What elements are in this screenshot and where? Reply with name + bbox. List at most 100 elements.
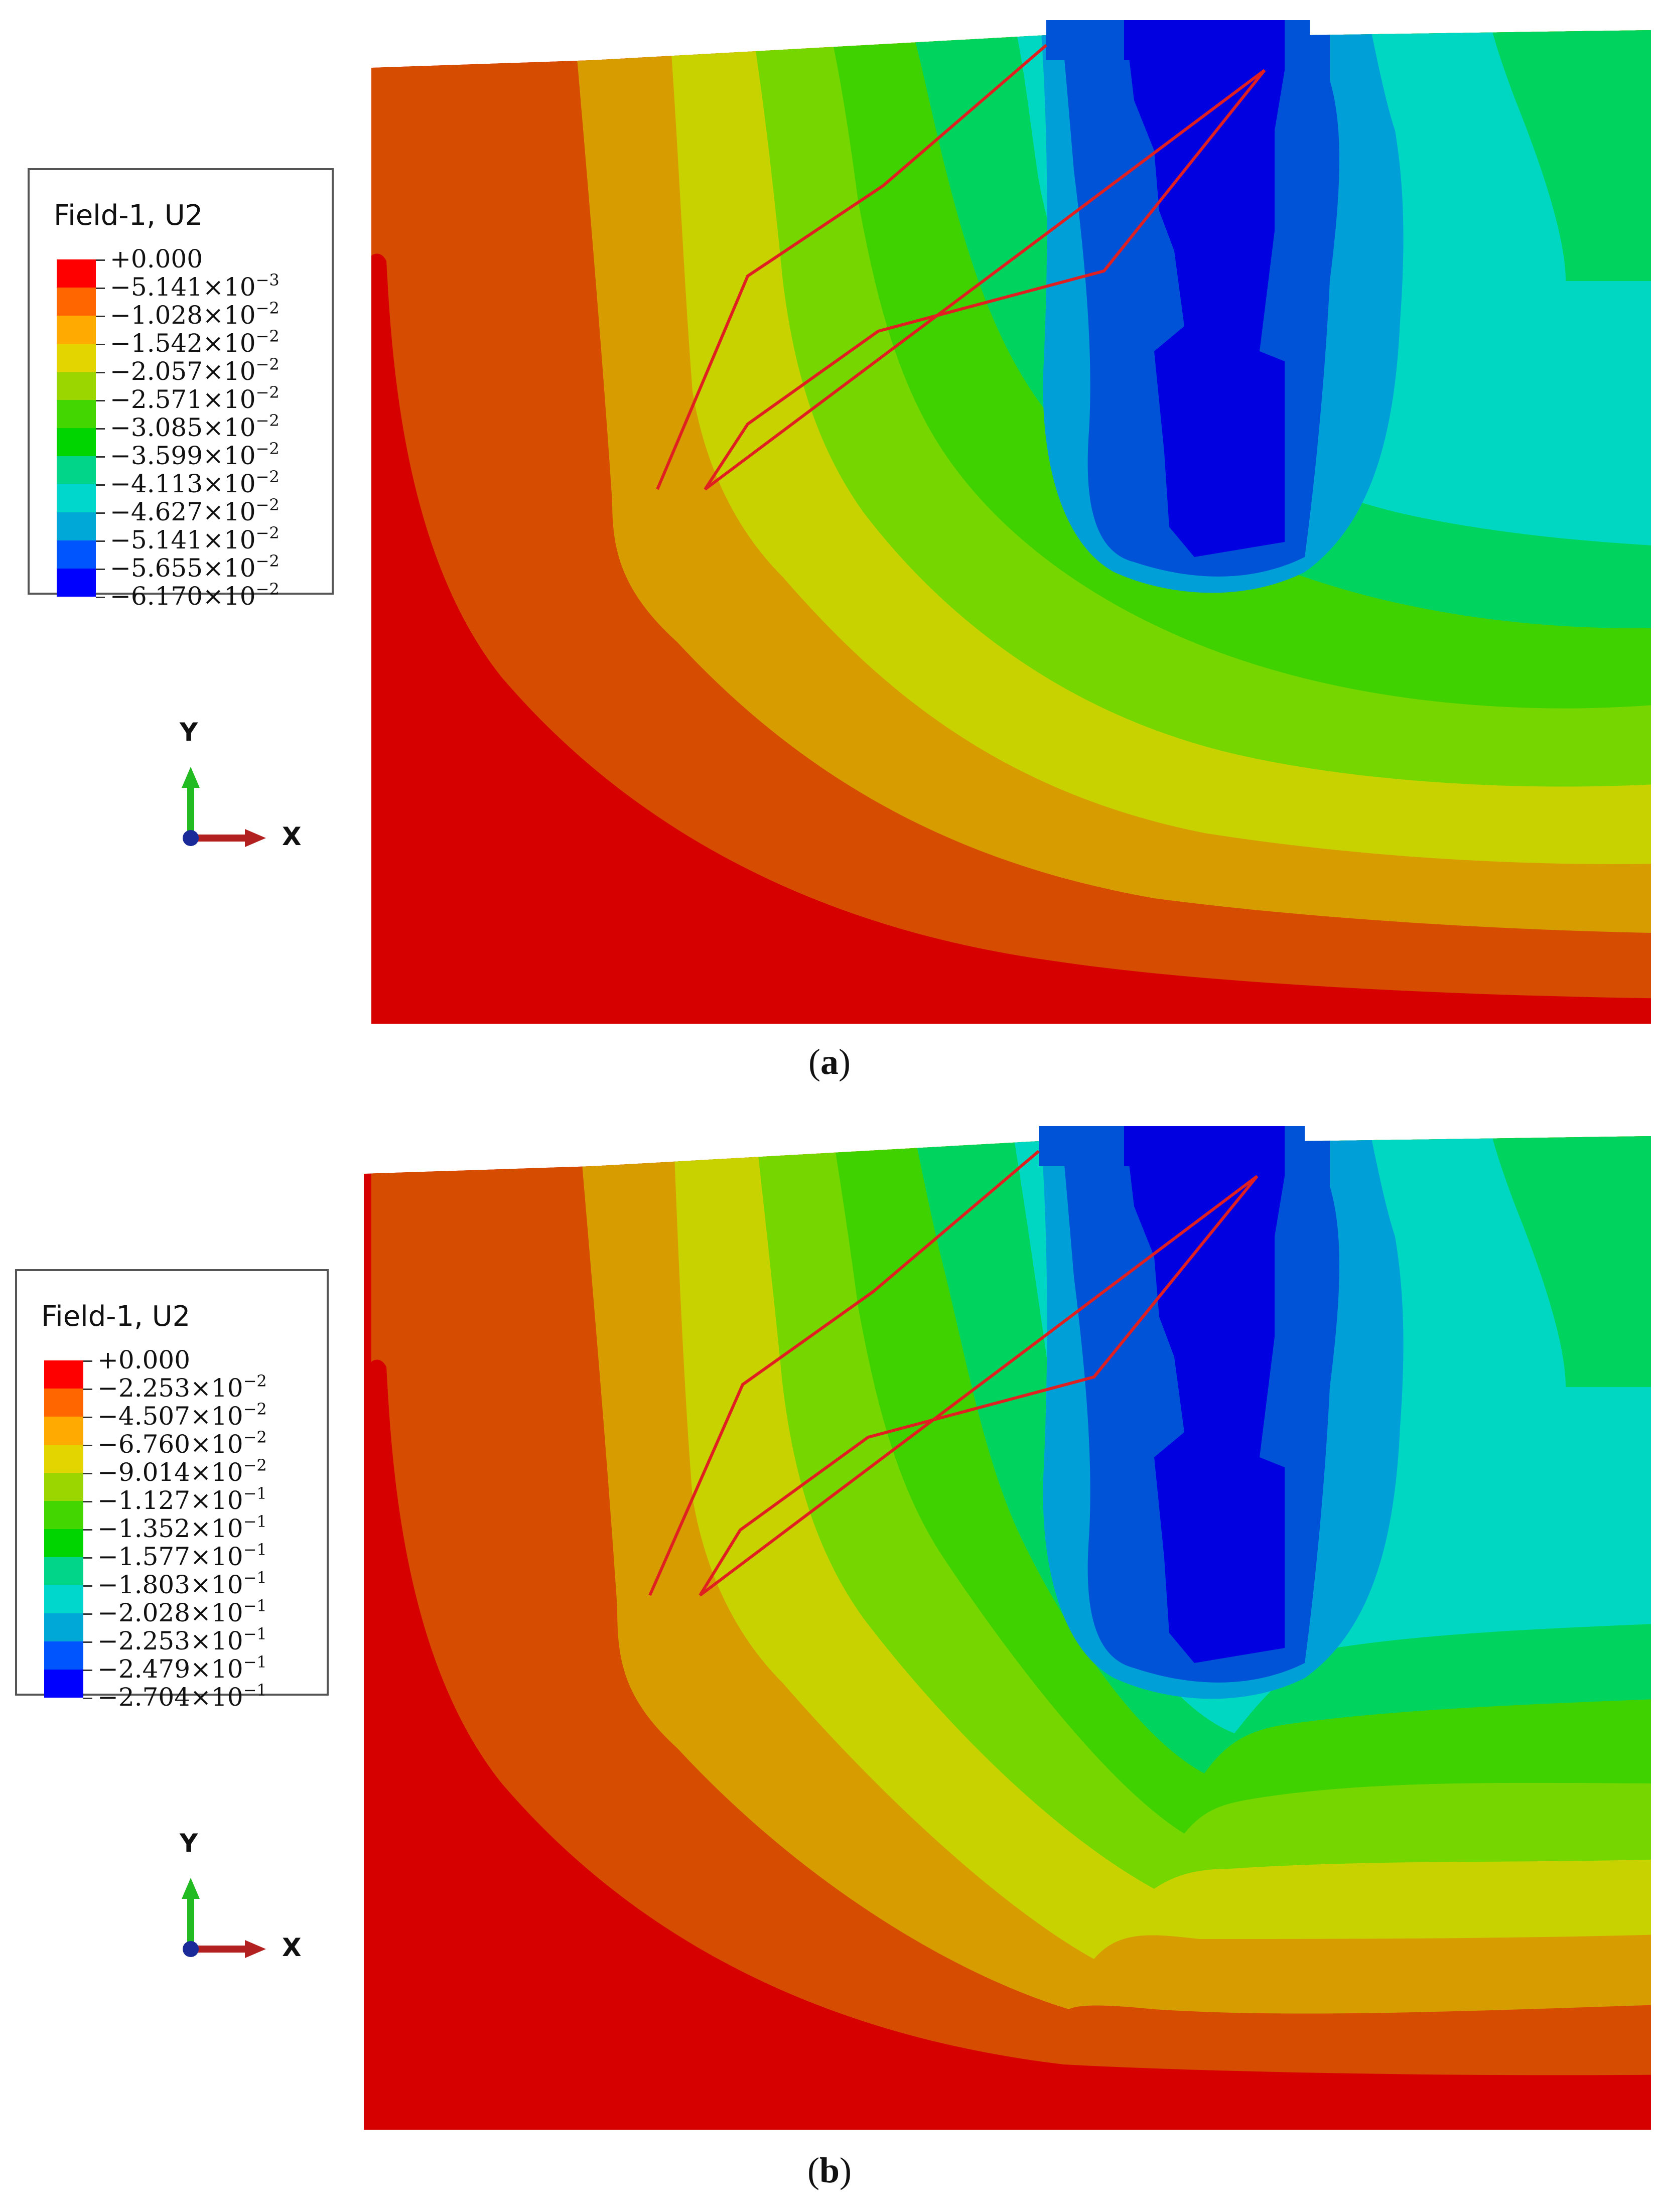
- legend-value: −2.253×10−2: [97, 1371, 267, 1403]
- legend-value: −2.571×10−2: [110, 383, 280, 414]
- legend-value: −1.577×10−1: [97, 1540, 267, 1571]
- triad-arrows: [182, 767, 266, 847]
- legend-value-mantissa: −2.571×10: [110, 385, 256, 414]
- legend-value-mantissa: −4.627×10: [110, 497, 256, 526]
- legend-value-mantissa: −1.803×10: [97, 1570, 243, 1599]
- legend-tick: [96, 428, 105, 430]
- legend-tick: [96, 456, 105, 458]
- legend-value-mantissa: −2.253×10: [97, 1373, 243, 1403]
- legend-value-exponent: −3: [255, 270, 280, 290]
- axis-label-x: X: [282, 822, 302, 851]
- legend-swatch: [57, 540, 96, 569]
- legend-value-exponent: −2: [243, 1400, 267, 1419]
- legend-swatch: [57, 456, 96, 484]
- legend-value-mantissa: −3.599×10: [110, 441, 256, 470]
- legend-value-exponent: −1: [243, 1624, 267, 1643]
- legend-tick: [83, 1641, 92, 1643]
- legend-value-exponent: −2: [255, 327, 280, 346]
- legend-value: −5.141×10−3: [110, 270, 280, 301]
- legend-swatch: [57, 484, 96, 512]
- legend-tick: [96, 259, 105, 261]
- legend-swatch: [44, 1585, 83, 1613]
- legend-value-exponent: −2: [255, 495, 280, 514]
- legend-value-mantissa: −2.028×10: [97, 1598, 243, 1627]
- legend-value: −4.507×10−2: [97, 1400, 267, 1430]
- legend-tick: [83, 1585, 92, 1587]
- legend-swatch: [44, 1613, 83, 1641]
- legend-tick: [83, 1445, 92, 1446]
- legend-swatch: [44, 1557, 83, 1585]
- panel-b: Field-1, U2 +0.000 −2.253×10−2 −4.507×10−2…: [0, 1106, 1659, 2212]
- legend-value: −4.113×10−2: [110, 467, 280, 498]
- legend-swatch: [57, 428, 96, 456]
- band-10: [1124, 20, 1285, 557]
- legend-tick: [96, 372, 105, 373]
- legend-value: −5.655×10−2: [110, 553, 280, 583]
- legend-value-exponent: −2: [255, 439, 280, 458]
- slope-outline: [648, 1150, 1259, 1597]
- legend-tick: [83, 1698, 92, 1699]
- legend-swatch: [57, 569, 96, 597]
- legend-value-exponent: −1: [243, 1568, 267, 1587]
- legend-value-mantissa: −2.057×10: [110, 357, 256, 386]
- legend-value-exponent: −2: [255, 411, 280, 430]
- legend-value: −6.760×10−2: [97, 1428, 267, 1459]
- legend-value-exponent: −2: [243, 1456, 267, 1475]
- legend-value-exponent: −1: [243, 1596, 267, 1615]
- axis-label-x: X: [282, 1933, 302, 1962]
- legend-value-mantissa: −1.352×10: [97, 1514, 243, 1543]
- legend-tick: [96, 512, 105, 514]
- legend-value-exponent: −2: [255, 580, 280, 599]
- legend-value-exponent: −2: [255, 299, 280, 318]
- legend-value: +0.000: [110, 245, 203, 272]
- legend-value-mantissa: −1.542×10: [110, 329, 256, 358]
- contour-plot-b: [364, 1126, 1651, 2130]
- band-10-cap-core: [1124, 20, 1285, 60]
- legend-swatch: [44, 1473, 83, 1501]
- legend-tick: [96, 344, 105, 345]
- legend-value-mantissa: −6.760×10: [97, 1430, 243, 1459]
- legend-value-exponent: −1: [243, 1484, 267, 1503]
- legend-tick: [83, 1389, 92, 1390]
- legend-tick: [96, 597, 105, 598]
- legend-value-mantissa: +0.000: [97, 1345, 191, 1374]
- legend-value-exponent: −2: [255, 467, 280, 486]
- legend-tick: [83, 1501, 92, 1502]
- legend-value-mantissa: −5.655×10: [110, 554, 256, 583]
- legend-swatch: [57, 512, 96, 540]
- legend-swatch: [57, 400, 96, 428]
- legend-value-mantissa: −4.113×10: [110, 469, 256, 498]
- panel-a: Field-1, U2 +0.000 −5.141×10−3 −1.028×10−2…: [28, 20, 1651, 1082]
- legend-value: −3.085×10−2: [110, 411, 280, 442]
- legend-tick: [96, 400, 105, 401]
- legend-value-exponent: −2: [243, 1428, 267, 1447]
- legend-value: −2.479×10−1: [97, 1652, 267, 1683]
- axis-label-y: Y: [180, 1829, 198, 1858]
- legend-tick: [83, 1473, 92, 1474]
- legend-swatch: [57, 372, 96, 400]
- legend-value-exponent: −2: [255, 551, 280, 571]
- axis-triad: Y X: [171, 708, 321, 858]
- band-10: [1124, 1126, 1285, 1663]
- legend-value: −9.014×10−2: [97, 1456, 267, 1486]
- legend-value-exponent: −1: [243, 1512, 267, 1531]
- legend-value-mantissa: −3.085×10: [110, 413, 256, 442]
- legend-tick: [83, 1360, 92, 1362]
- legend-value-exponent: −2: [255, 383, 280, 402]
- legend-value-exponent: −2: [243, 1371, 267, 1391]
- legend-value-mantissa: −1.028×10: [110, 301, 256, 330]
- legend-swatch: [57, 316, 96, 344]
- legend-value-mantissa: −5.141×10: [110, 525, 256, 555]
- legend-swatch: [44, 1670, 83, 1698]
- legend-value-exponent: −1: [243, 1652, 267, 1672]
- axis-label-y: Y: [180, 718, 198, 747]
- legend-value-exponent: −2: [255, 523, 280, 542]
- legend-tick: [83, 1417, 92, 1418]
- legend-tick: [96, 569, 105, 570]
- legend-title: Field-1, U2: [54, 199, 203, 232]
- legend-value: −1.803×10−1: [97, 1568, 267, 1599]
- legend-value-exponent: −1: [243, 1540, 267, 1559]
- legend-value: −2.028×10−1: [97, 1596, 267, 1627]
- legend-value-mantissa: −1.577×10: [97, 1542, 243, 1571]
- legend-tick: [83, 1670, 92, 1671]
